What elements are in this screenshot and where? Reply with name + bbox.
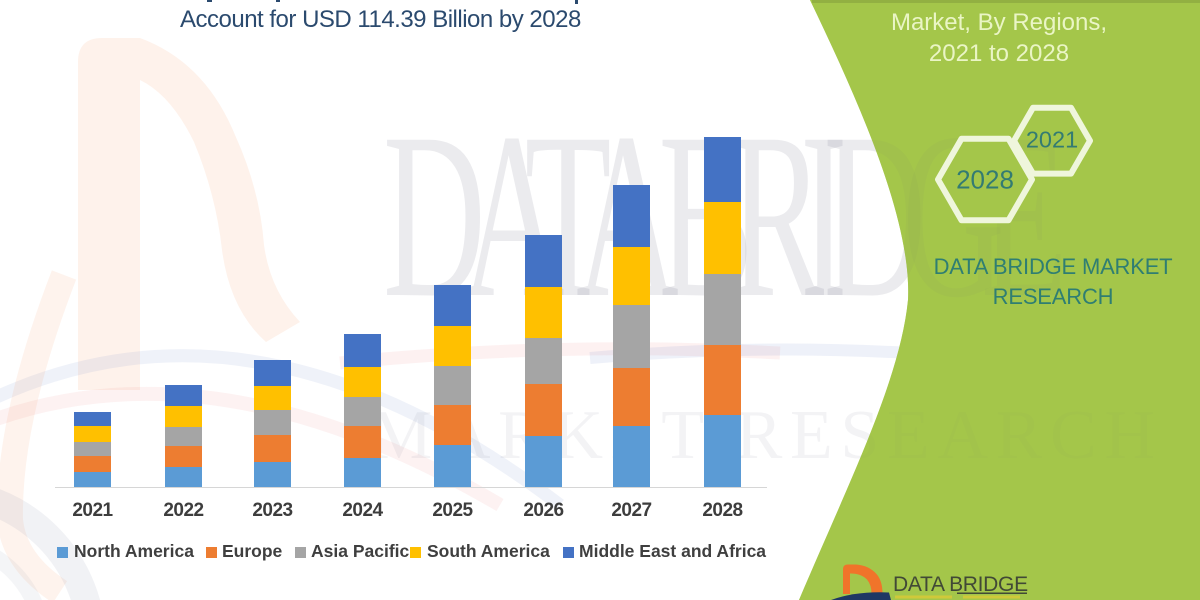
- svg-text:DATA BRIDGE: DATA BRIDGE: [893, 573, 1028, 596]
- svg-text:2021: 2021: [1026, 127, 1078, 153]
- svg-text:2028: 2028: [956, 165, 1014, 195]
